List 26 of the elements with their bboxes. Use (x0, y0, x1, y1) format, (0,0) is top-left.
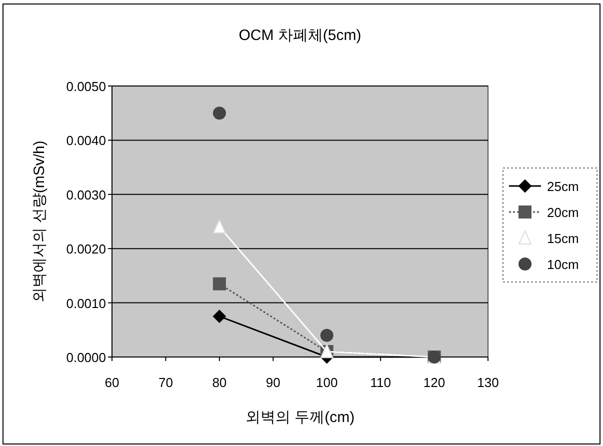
x-tick-label: 90 (266, 375, 280, 390)
point (212, 106, 226, 120)
legend-label: 15cm (547, 231, 579, 246)
y-tick-label: 0.0030 (66, 187, 106, 202)
x-axis-title: 외벽의 두께(cm) (245, 409, 355, 426)
x-tick-label: 130 (477, 375, 499, 390)
x-tick-label: 60 (104, 375, 120, 390)
legend-label: 10cm (547, 257, 579, 272)
y-tick-label: 0.0010 (66, 296, 106, 311)
point (320, 328, 334, 342)
point (212, 277, 226, 290)
point (212, 219, 226, 234)
y-tick-label: 0.0020 (66, 242, 106, 257)
x-tick-label: 70 (158, 375, 173, 390)
y-tick-label: 0.0000 (66, 350, 106, 365)
legend-label: 25cm (547, 179, 579, 194)
y-tick-label: 0.0050 (66, 79, 106, 94)
x-tick-label: 80 (212, 375, 227, 390)
x-tick-label: 110 (370, 375, 391, 390)
point (212, 310, 226, 323)
y-tick-label: 0.0040 (66, 133, 106, 148)
x-tick-label: 100 (316, 375, 338, 390)
y-axis-title: 외벽에서의 선량(mSv/h) (31, 140, 48, 302)
legend-label: 20cm (547, 205, 579, 220)
x-tick-label: 120 (423, 375, 446, 390)
chart-title: OCM 차폐체(5cm) (238, 27, 362, 44)
